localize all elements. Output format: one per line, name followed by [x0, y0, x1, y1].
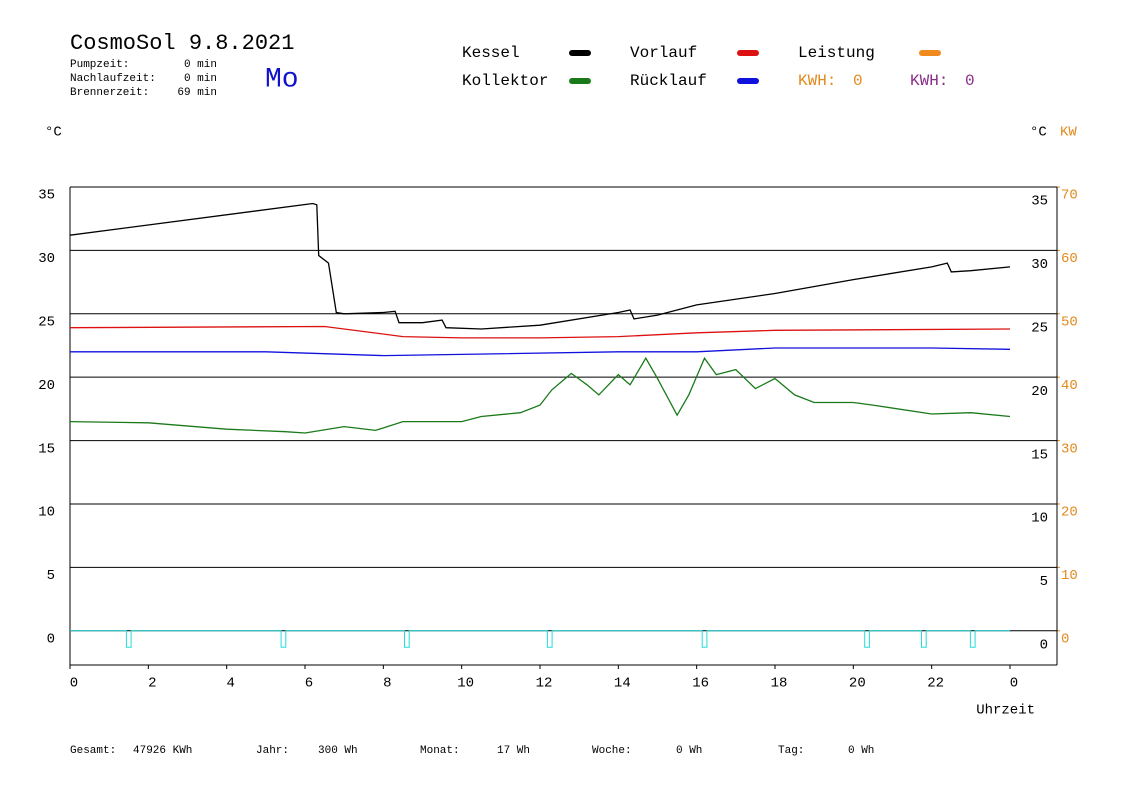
kwh-value: 0 [965, 72, 975, 90]
y-tick-label: 30 [38, 251, 55, 267]
legend-label: Leistung [798, 44, 875, 62]
info-value: 69 min [177, 87, 217, 99]
y-tick-label: 0 [47, 631, 55, 647]
stat-label: Monat: [420, 745, 460, 757]
x-tick-label: 10 [457, 676, 474, 692]
x-tick-label: 16 [692, 676, 709, 692]
series-line [69, 356, 1011, 434]
stat-value: 0 Wh [848, 745, 874, 757]
y-tick-label: 20 [38, 378, 55, 394]
y2-tick-label: 50 [1061, 314, 1078, 330]
x-tick-label: 0 [1010, 676, 1018, 692]
x-axis-label: Uhrzeit [976, 703, 1035, 719]
legend-label: Kollektor [462, 72, 548, 90]
y-tick-label-right: 15 [1031, 447, 1048, 463]
x-tick-label: 22 [927, 676, 944, 692]
series-line [69, 202, 1011, 330]
y2-tick-label: 0 [1061, 631, 1069, 647]
y2-tick-label: 60 [1061, 251, 1078, 267]
x-tick-label: 2 [148, 676, 156, 692]
y2-tick-label: 30 [1061, 441, 1078, 457]
y-tick-label-right: 10 [1031, 511, 1048, 527]
stat-value: 17 Wh [497, 745, 530, 757]
stat-label: Woche: [592, 745, 632, 757]
legend-label: Kessel [462, 44, 520, 62]
x-tick-label: 8 [383, 676, 391, 692]
y-tick-label-right: 0 [1040, 637, 1048, 653]
stat-label: Jahr: [256, 745, 289, 757]
x-tick-label: 6 [305, 676, 313, 692]
info-label: Pumpzeit: [70, 59, 129, 71]
series-line [69, 325, 1011, 339]
info-value: 0 min [184, 59, 217, 71]
x-tick-label: 12 [536, 676, 553, 692]
series-line [70, 347, 1011, 357]
series-line [70, 630, 1010, 648]
y2-tick-label: 10 [1061, 568, 1078, 584]
y-tick-label: 25 [38, 314, 55, 330]
y-unit-right: °C [1030, 125, 1047, 141]
y2-tick-label: 40 [1061, 378, 1078, 394]
y-tick-label-right: 25 [1031, 320, 1048, 336]
kwh-label: KWH: [910, 72, 948, 90]
stat-label: Gesamt: [70, 745, 116, 757]
stat-value: 47926 KWh [133, 745, 192, 757]
info-label: Nachlaufzeit: [70, 73, 156, 85]
y-tick-label-right: 20 [1031, 384, 1048, 400]
x-tick-label: 4 [226, 676, 234, 692]
stat-label: Tag: [778, 745, 804, 757]
info-value: 0 min [184, 73, 217, 85]
info-label: Brennerzeit: [70, 87, 149, 99]
x-tick-label: 20 [849, 676, 866, 692]
x-tick-label: 18 [771, 676, 788, 692]
legend-label: Vorlauf [630, 44, 697, 62]
stat-value: 0 Wh [676, 745, 702, 757]
legend-label: Rücklauf [630, 72, 707, 90]
y-tick-label-right: 30 [1031, 257, 1048, 273]
y-tick-label: 10 [38, 505, 55, 521]
kwh-label: KWH: [798, 72, 836, 90]
y-tick-label-right: 5 [1040, 574, 1048, 590]
x-tick-label: 0 [70, 676, 78, 692]
y-tick-label: 35 [38, 188, 55, 204]
y2-unit: KW [1060, 125, 1077, 141]
y-tick-label: 15 [38, 441, 55, 457]
kwh-value: 0 [853, 72, 863, 90]
stat-value: 300 Wh [318, 745, 358, 757]
y-tick-label: 5 [47, 568, 55, 584]
chart-title: CosmoSol 9.8.2021 [70, 31, 294, 56]
weekday: Mo [265, 64, 299, 95]
y-unit: °C [45, 125, 62, 141]
y2-tick-label: 70 [1061, 188, 1078, 204]
x-tick-label: 14 [614, 676, 631, 692]
y-tick-label-right: 35 [1031, 194, 1048, 210]
y2-tick-label: 20 [1061, 505, 1078, 521]
